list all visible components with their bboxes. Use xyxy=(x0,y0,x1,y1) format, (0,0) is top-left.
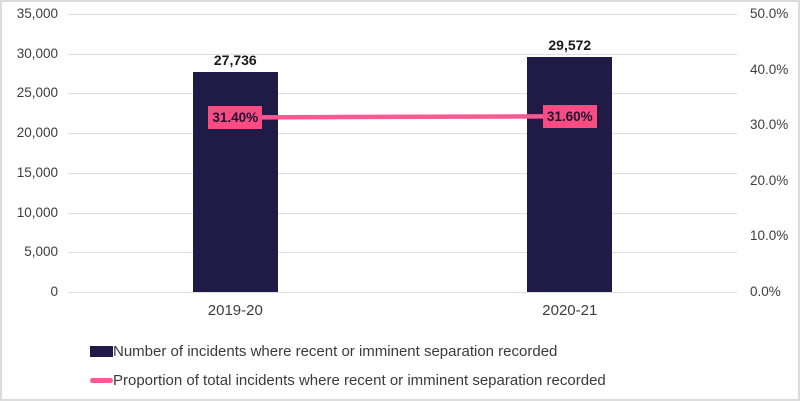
gridline xyxy=(68,133,737,135)
right-axis-tick-label: 10.0% xyxy=(750,228,789,244)
gridline xyxy=(68,252,737,254)
left-axis-tick-label: 25,000 xyxy=(16,85,58,101)
gridline xyxy=(68,212,737,214)
gridline xyxy=(68,93,737,95)
left-axis-tick-label: 20,000 xyxy=(16,125,58,141)
gridline xyxy=(68,53,737,55)
legend: Number of incidents where recent or immi… xyxy=(90,337,606,395)
bar xyxy=(527,57,613,292)
right-axis-tick-label: 30.0% xyxy=(750,117,789,133)
gridline xyxy=(68,172,737,174)
bar-value-label: 27,736 xyxy=(213,51,257,68)
left-axis-tick-label: 5,000 xyxy=(24,244,58,260)
legend-item-incidents: Number of incidents where recent or immi… xyxy=(90,337,606,366)
legend-label-proportion: Proportion of total incidents where rece… xyxy=(113,372,606,389)
left-axis-tick-label: 35,000 xyxy=(16,6,58,21)
x-axis-category-label: 2020-21 xyxy=(542,302,598,319)
legend-item-proportion: Proportion of total incidents where rece… xyxy=(90,366,606,395)
gridline xyxy=(68,14,737,15)
line-series-swatch-icon xyxy=(90,378,113,383)
left-axis-tick-label: 10,000 xyxy=(16,204,58,220)
right-axis-tick-label: 0.0% xyxy=(750,284,781,299)
bar-series-swatch-icon xyxy=(90,346,113,357)
right-axis-tick-label: 50.0% xyxy=(750,6,789,21)
left-axis-tick-label: 15,000 xyxy=(16,164,58,180)
x-axis-category-label: 2019-20 xyxy=(207,302,263,319)
left-axis-tick-label: 0 xyxy=(50,284,58,299)
line-point-label: 31.60% xyxy=(542,104,597,128)
right-axis-tick-label: 20.0% xyxy=(750,172,789,188)
legend-label-incidents: Number of incidents where recent or immi… xyxy=(113,343,558,360)
line-point-label: 31.40% xyxy=(208,105,263,129)
right-axis-tick-label: 40.0% xyxy=(750,61,789,77)
bar-value-label: 29,572 xyxy=(548,37,592,54)
gridline xyxy=(68,292,737,293)
left-axis-tick-label: 30,000 xyxy=(16,45,58,61)
